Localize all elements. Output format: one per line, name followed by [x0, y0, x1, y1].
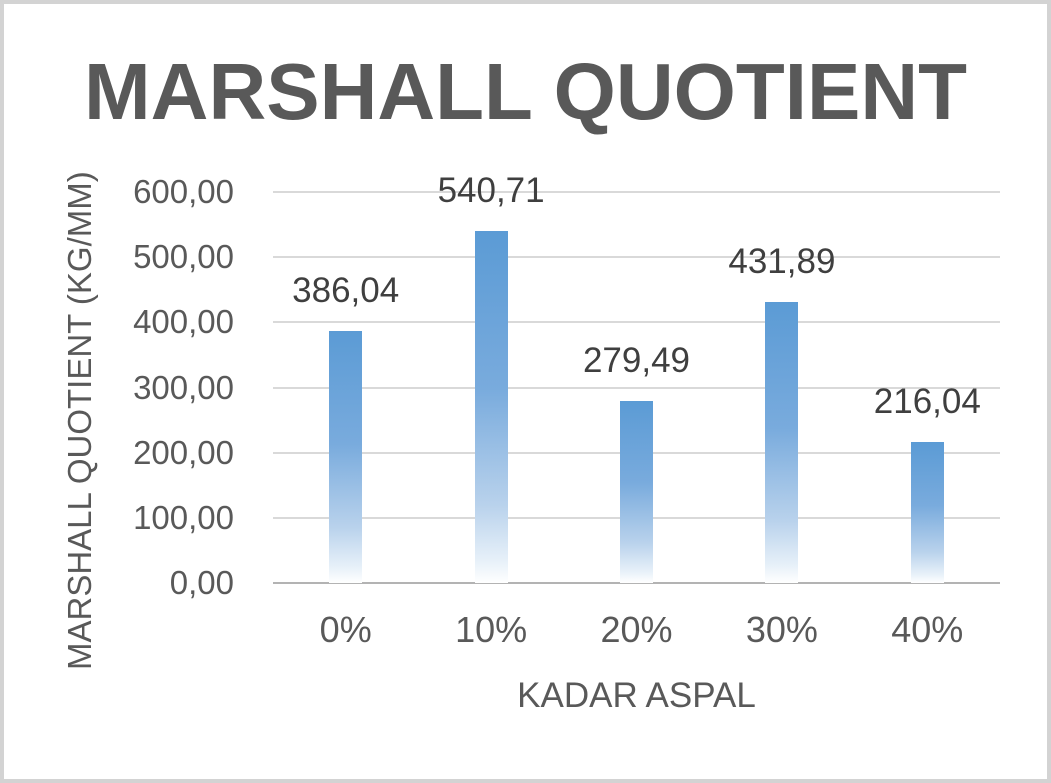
- x-axis-title: KADAR ASPAL: [517, 676, 756, 715]
- y-tick-label: 200,00: [133, 433, 234, 471]
- y-tick-label: 500,00: [133, 238, 234, 276]
- gridline: [273, 386, 1000, 389]
- x-tick-label-20%: 20%: [600, 609, 673, 650]
- y-tick-label: 300,00: [133, 368, 234, 406]
- gridline: [273, 191, 1000, 193]
- bar-40%: [910, 442, 944, 583]
- chart-title: MARSHALL QUOTIENT: [84, 47, 967, 136]
- data-label-40%: 216,04: [873, 382, 981, 422]
- y-tick-label: 0,00: [169, 564, 234, 601]
- bar-0%: [329, 331, 363, 583]
- gridline: [273, 321, 1000, 324]
- y-tick-label: 400,00: [133, 303, 234, 341]
- x-tick-label-30%: 30%: [745, 609, 818, 650]
- bar-10%: [474, 230, 508, 583]
- data-label-30%: 431,89: [728, 241, 836, 281]
- gridline: [273, 256, 1000, 259]
- y-tick-label: 100,00: [133, 498, 234, 536]
- data-label-0%: 386,04: [292, 271, 400, 311]
- x-tick-label-40%: 40%: [891, 609, 964, 650]
- bar-30%: [765, 301, 799, 583]
- x-axis-line: [273, 582, 1000, 584]
- data-label-20%: 279,49: [582, 340, 691, 380]
- bar-20%: [620, 400, 653, 583]
- y-tick-label: 600,00: [133, 173, 234, 210]
- data-label-10%: 540,71: [437, 170, 545, 210]
- x-tick-label-10%: 10%: [455, 609, 528, 650]
- x-tick-label-0%: 0%: [319, 609, 372, 650]
